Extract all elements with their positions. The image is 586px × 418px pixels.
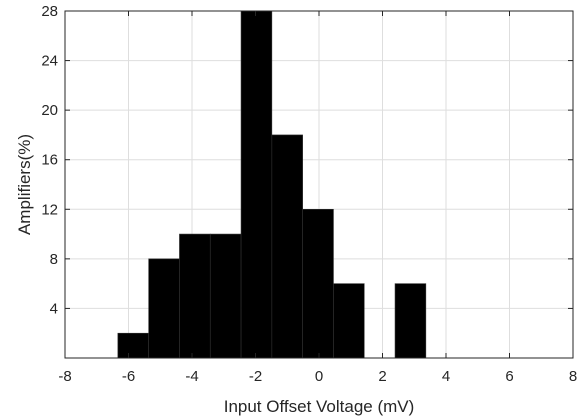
x-tick-label: -4 — [185, 368, 198, 385]
x-tick-label: -8 — [58, 368, 71, 385]
x-tick-label: 8 — [569, 368, 577, 385]
x-axis-label: Input Offset Voltage (mV) — [224, 397, 415, 416]
y-tick-label: 12 — [41, 201, 58, 218]
x-tick-label: -6 — [122, 368, 135, 385]
histogram-bar-2 — [179, 233, 211, 359]
x-tick-label: 0 — [315, 368, 323, 385]
histogram-bar-1 — [148, 258, 180, 359]
y-tick-label: 4 — [50, 300, 58, 317]
x-tick-label: 6 — [505, 368, 513, 385]
y-tick-label: 20 — [41, 102, 58, 119]
histogram-bar-0 — [117, 332, 149, 359]
y-tick-labels: 4 8 12 16 20 24 28 — [41, 3, 58, 317]
y-tick-label: 24 — [41, 53, 58, 70]
y-axis-label: Amplifiers(%) — [15, 134, 34, 235]
histogram-bar-3 — [209, 233, 242, 359]
tick-marks — [64, 10, 574, 358]
x-tick-label: -2 — [249, 368, 262, 385]
y-tick-label: 28 — [41, 3, 58, 20]
histogram-bar-6 — [302, 208, 334, 359]
histogram-bar-4 — [240, 10, 273, 359]
histogram-bar-8 — [394, 283, 427, 359]
histogram-bar-7 — [333, 283, 365, 359]
x-tick-label: 2 — [378, 368, 386, 385]
x-tick-labels: -8 -6 -4 -2 0 2 4 6 8 — [58, 368, 577, 385]
y-tick-label: 16 — [41, 152, 58, 169]
y-tick-label: 8 — [50, 251, 58, 268]
histogram-bars — [117, 10, 427, 359]
histogram-bar-5 — [271, 134, 303, 359]
x-tick-label: 4 — [442, 368, 450, 385]
